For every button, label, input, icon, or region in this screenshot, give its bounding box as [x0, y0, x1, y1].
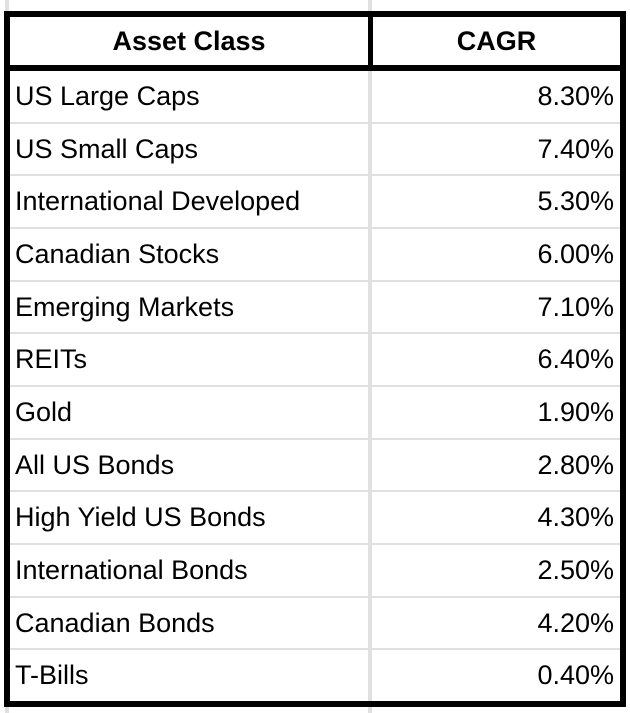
table-body: US Large Caps 8.30% US Small Caps 7.40% … — [10, 71, 620, 702]
asset-class-cell[interactable]: High Yield US Bonds — [10, 492, 372, 544]
cagr-cell[interactable]: 1.90% — [537, 396, 614, 427]
gridline-stub — [368, 0, 372, 11]
table-row: International Bonds 2.50% — [10, 543, 620, 596]
cagr-cell[interactable]: 5.30% — [537, 186, 614, 217]
table-row: Emerging Markets 7.10% — [10, 279, 620, 333]
asset-class-cell[interactable]: Emerging Markets — [10, 281, 372, 333]
table-row: Canadian Bonds 4.20% — [10, 595, 620, 649]
asset-class-cell[interactable]: All US Bonds — [10, 439, 372, 491]
asset-class-cagr-table: Asset Class CAGR US Large Caps 8.30% US … — [4, 11, 626, 707]
cagr-cell[interactable]: 7.10% — [537, 291, 614, 322]
table-header-row: Asset Class CAGR — [10, 17, 620, 71]
asset-class-cell[interactable]: T-Bills — [10, 650, 372, 702]
cagr-cell[interactable]: 7.40% — [537, 133, 614, 164]
asset-class-cell[interactable]: REITs — [10, 334, 372, 386]
gridline-stub — [5, 706, 9, 713]
cagr-cell[interactable]: 4.20% — [537, 607, 614, 638]
cagr-cell[interactable]: 6.40% — [537, 344, 614, 375]
gridline-stub — [368, 706, 372, 713]
table-row: T-Bills 0.40% — [10, 648, 620, 702]
asset-class-cell[interactable]: International Bonds — [10, 545, 372, 596]
asset-class-cell[interactable]: Gold — [10, 387, 372, 438]
asset-class-cell[interactable]: Canadian Bonds — [10, 597, 372, 649]
cagr-cell[interactable]: 8.30% — [537, 80, 614, 111]
table-row: Gold 1.90% — [10, 385, 620, 438]
cagr-cell[interactable]: 2.50% — [537, 554, 614, 585]
gridline-stub — [5, 0, 9, 11]
table-row: US Small Caps 7.40% — [10, 121, 620, 175]
cagr-cell[interactable]: 0.40% — [537, 660, 614, 691]
asset-class-cell[interactable]: Canadian Stocks — [10, 229, 372, 280]
table-row: International Developed 5.30% — [10, 174, 620, 228]
asset-class-cell[interactable]: US Large Caps — [10, 71, 372, 122]
header-cell-cagr[interactable]: CAGR — [456, 25, 537, 56]
table-row: All US Bonds 2.80% — [10, 437, 620, 491]
table-row: Canadian Stocks 6.00% — [10, 227, 620, 280]
cagr-cell[interactable]: 4.30% — [537, 502, 614, 533]
table-row: REITs 6.40% — [10, 332, 620, 386]
table-row: High Yield US Bonds 4.30% — [10, 490, 620, 544]
cagr-cell[interactable]: 6.00% — [537, 238, 614, 269]
header-cell-asset-class[interactable]: Asset Class — [10, 17, 373, 65]
table-row: US Large Caps 8.30% — [10, 71, 620, 122]
cagr-cell[interactable]: 2.80% — [537, 449, 614, 480]
asset-class-cell[interactable]: International Developed — [10, 176, 372, 228]
asset-class-cell[interactable]: US Small Caps — [10, 123, 372, 175]
